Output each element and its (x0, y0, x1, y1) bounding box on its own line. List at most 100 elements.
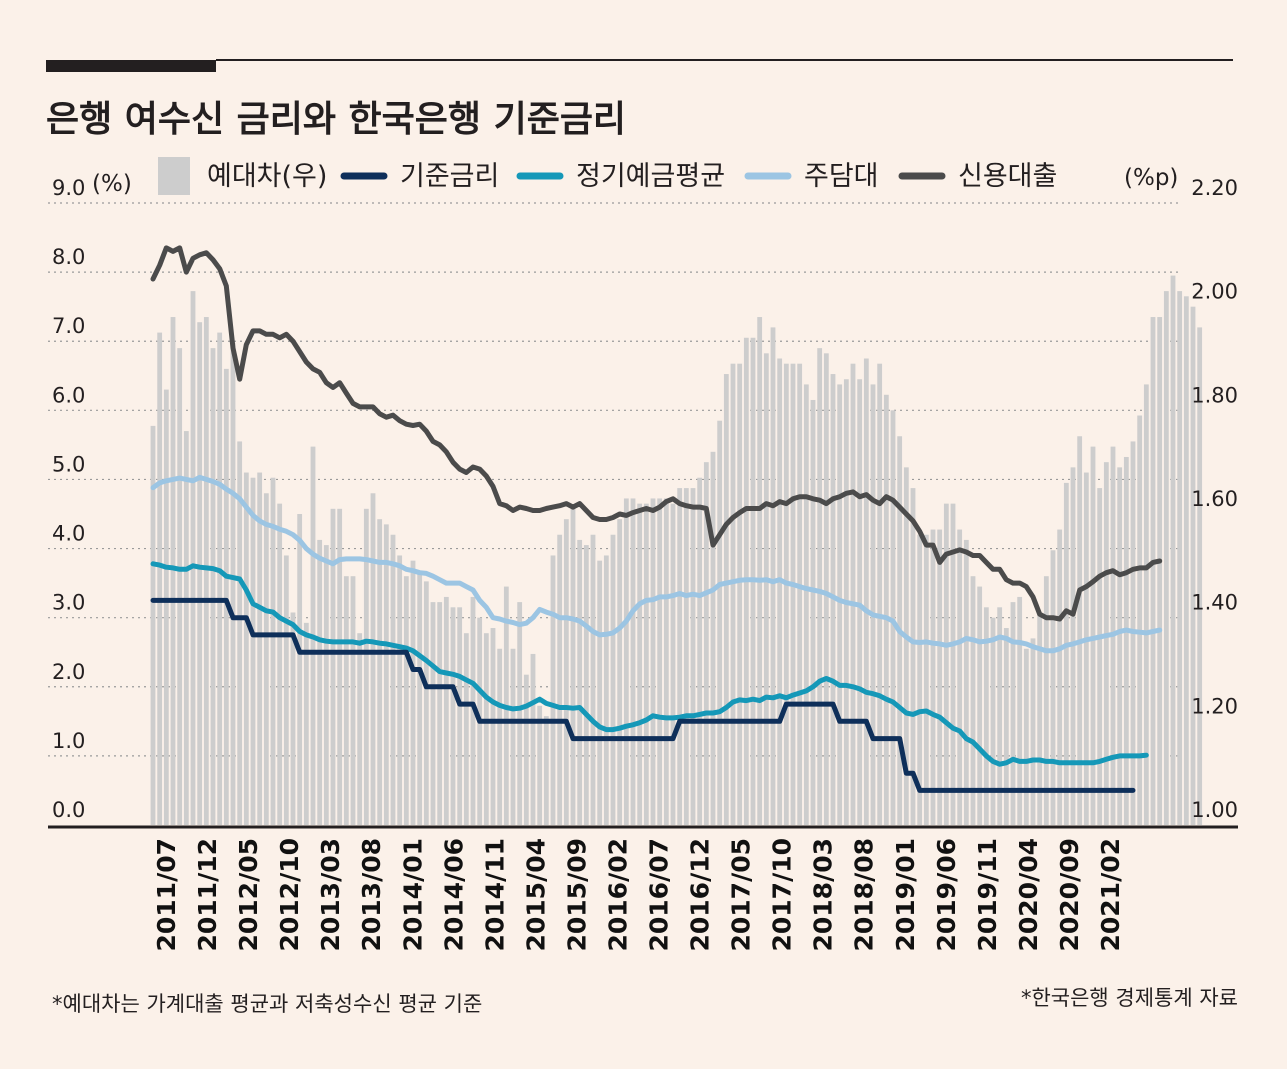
spread-bar (610, 534, 616, 825)
right-axis-unit: (%p) (1124, 165, 1178, 191)
spread-bar (763, 353, 769, 825)
x-tick-label: 2014/11 (480, 838, 509, 952)
spread-bar (870, 384, 876, 825)
spread-bar (390, 534, 396, 825)
spread-bar (190, 291, 196, 825)
spread-bar (210, 348, 216, 825)
spread-bar (983, 607, 989, 825)
spread-bar (263, 493, 269, 825)
spread-bar (363, 508, 369, 825)
spread-bar (910, 488, 916, 825)
axes: 9.0 8.0 7.0 6.0 5.0 4.0 3.0 2.0 1.0 0.0 2.20 2.00 1.… (48, 176, 1238, 952)
spread-bar (510, 648, 516, 825)
spread-bar (823, 353, 829, 825)
spread-bar (817, 348, 823, 825)
spread-bar (997, 607, 1003, 825)
spread-bar (930, 529, 936, 825)
series-line-credit (150, 245, 1163, 622)
spread-bar (737, 363, 743, 825)
right-tick-label: 1.80 (1191, 383, 1238, 407)
spread-bar (950, 503, 956, 825)
spread-bar (450, 607, 456, 825)
spread-bar (1103, 462, 1109, 825)
spread-bar (303, 622, 309, 825)
spread-bar (923, 534, 929, 825)
spread-bar (223, 368, 229, 825)
x-tick-label: 2019/11 (973, 838, 1002, 952)
spread-bar (563, 519, 569, 825)
x-tick-label: 2019/01 (891, 838, 920, 952)
spread-bar (343, 576, 349, 825)
x-tick-label: 2015/09 (562, 838, 591, 952)
left-tick-label: 9.0 (52, 176, 85, 200)
right-tick-label: 2.00 (1191, 280, 1238, 304)
legend-item-deposit: 정기예금평균 (516, 161, 725, 192)
spread-bar (663, 498, 669, 825)
spread-bar (1157, 317, 1163, 825)
spread-bar (1063, 482, 1069, 825)
spread-bar (490, 628, 496, 825)
spread-bar (550, 555, 556, 825)
spread-bar (890, 410, 896, 825)
x-tick-label: 2016/07 (645, 838, 674, 952)
x-tick-label: 2016/02 (604, 838, 633, 952)
rate-lines (150, 245, 1163, 793)
spread-bar (283, 555, 289, 825)
spread-bar (643, 503, 649, 825)
spread-bar (1050, 550, 1056, 825)
spread-bar (977, 586, 983, 825)
spread-bar (777, 358, 783, 825)
legend-item-base-rate: 기준금리 (340, 161, 499, 192)
spread-bar (857, 379, 863, 825)
spread-bar (237, 441, 243, 825)
x-tick-label: 2014/06 (439, 838, 468, 952)
spread-bar (457, 607, 463, 825)
spread-bar (543, 716, 549, 825)
left-tick-label: 4.0 (52, 522, 85, 546)
spread-bar (583, 545, 589, 825)
spread-bar (783, 363, 789, 825)
spread-bar (943, 503, 949, 825)
x-tick-label: 2012/10 (275, 838, 304, 952)
x-tick-label: 2019/06 (932, 838, 961, 952)
spread-bar (1183, 296, 1189, 825)
spread-bar (1143, 384, 1149, 825)
spread-bar (970, 576, 976, 825)
spread-bar (177, 348, 183, 825)
spread-bar (1003, 628, 1009, 825)
footnote-right: *한국은행 경제통계 자료 (1021, 986, 1238, 1010)
legend-item-credit: 신용대출 (898, 161, 1057, 192)
left-tick-label: 6.0 (52, 383, 85, 407)
spread-bar (217, 332, 223, 825)
spread-bar (257, 472, 263, 825)
spread-bar (297, 514, 303, 825)
spread-bar (757, 317, 763, 825)
spread-bar (917, 534, 923, 825)
x-tick-label: 2020/09 (1055, 838, 1084, 952)
spread-bar (597, 560, 603, 825)
legend-label-credit: 신용대출 (958, 161, 1057, 192)
spread-bar (603, 555, 609, 825)
series-line-deposit (150, 561, 1149, 767)
spread-bar (350, 576, 356, 825)
spread-bar (403, 576, 409, 825)
spread-bar (1137, 415, 1143, 825)
spread-bar (963, 539, 969, 825)
spread-bar (903, 467, 909, 825)
spread-bar (463, 633, 469, 825)
x-tick-label: 2021/02 (1096, 838, 1125, 952)
x-tick-label: 2017/05 (727, 838, 756, 952)
spread-bar (1010, 602, 1016, 825)
left-tick-label: 0.0 (52, 798, 85, 822)
spread-bar (1170, 275, 1176, 826)
spread-bar (1090, 446, 1096, 825)
legend-item-spread: 예대차(우) (158, 157, 327, 195)
x-tick-label: 2018/08 (850, 838, 879, 952)
spread-bar (690, 488, 696, 825)
spread-bar (710, 451, 716, 825)
spread-bar (483, 633, 489, 825)
spread-bar (677, 488, 683, 825)
spread-bar (617, 519, 623, 825)
spread-bar (623, 498, 629, 825)
